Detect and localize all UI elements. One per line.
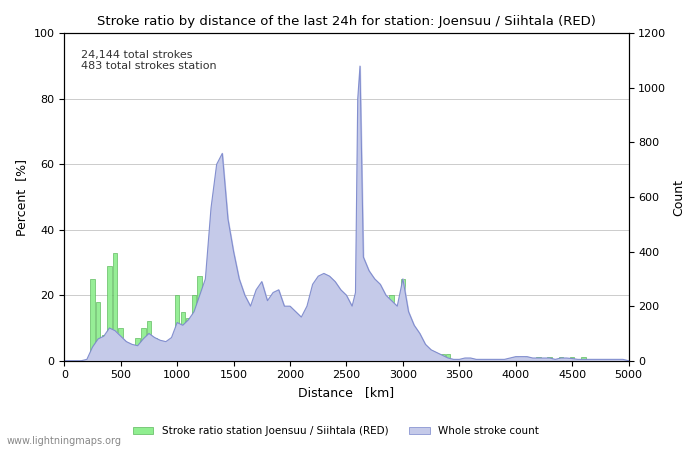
Bar <box>130 348 134 361</box>
Bar <box>118 328 123 361</box>
Bar <box>570 357 575 361</box>
Y-axis label: Percent  [%]: Percent [%] <box>15 158 28 235</box>
Bar <box>243 354 247 361</box>
Bar <box>581 357 586 361</box>
Bar <box>288 348 293 361</box>
Bar <box>304 354 309 361</box>
Bar <box>90 279 94 361</box>
Bar <box>293 351 298 361</box>
Bar <box>344 354 349 361</box>
Bar <box>525 357 529 361</box>
Bar <box>328 357 332 361</box>
Bar <box>147 321 151 361</box>
Bar <box>203 334 208 361</box>
Bar <box>186 318 190 361</box>
Bar <box>361 357 365 361</box>
Bar <box>395 308 400 361</box>
Bar <box>107 266 112 361</box>
Bar <box>169 344 174 361</box>
Bar <box>536 357 540 361</box>
Y-axis label: Count: Count <box>672 179 685 216</box>
Bar <box>559 357 563 361</box>
Bar <box>181 311 185 361</box>
Bar <box>389 295 394 361</box>
Bar <box>260 351 264 361</box>
Bar <box>350 357 354 361</box>
Bar <box>400 279 405 361</box>
Bar <box>153 338 157 361</box>
Bar <box>440 354 444 361</box>
Bar <box>102 334 106 361</box>
Bar <box>514 357 518 361</box>
Bar <box>197 275 202 361</box>
Bar <box>310 354 315 361</box>
Bar <box>135 338 140 361</box>
Bar <box>299 354 304 361</box>
Bar <box>231 351 236 361</box>
Bar <box>356 357 360 361</box>
Bar <box>248 357 253 361</box>
Bar <box>276 354 281 361</box>
Bar <box>209 341 214 361</box>
X-axis label: Distance   [km]: Distance [km] <box>298 386 395 399</box>
Bar <box>225 354 230 361</box>
Bar <box>254 354 258 361</box>
Bar <box>113 253 118 361</box>
Bar <box>547 357 552 361</box>
Bar <box>124 344 129 361</box>
Text: 24,144 total strokes
483 total strokes station: 24,144 total strokes 483 total strokes s… <box>81 50 217 71</box>
Bar <box>141 328 146 361</box>
Bar <box>96 302 100 361</box>
Bar <box>192 295 196 361</box>
Bar <box>175 295 179 361</box>
Bar <box>237 354 241 361</box>
Bar <box>271 354 275 361</box>
Bar <box>321 354 326 361</box>
Bar <box>282 357 286 361</box>
Title: Stroke ratio by distance of the last 24h for station: Joensuu / Siihtala (RED): Stroke ratio by distance of the last 24h… <box>97 15 596 28</box>
Bar <box>384 305 388 361</box>
Bar <box>164 351 168 361</box>
Text: www.lightningmaps.org: www.lightningmaps.org <box>7 436 122 446</box>
Bar <box>435 354 439 361</box>
Legend: Stroke ratio station Joensuu / Siihtala (RED), Whole stroke count: Stroke ratio station Joensuu / Siihtala … <box>129 422 543 440</box>
Bar <box>316 354 321 361</box>
Bar <box>367 354 371 361</box>
Bar <box>446 354 450 361</box>
Bar <box>372 351 377 361</box>
Bar <box>378 311 383 361</box>
Bar <box>333 357 337 361</box>
Bar <box>265 357 270 361</box>
Bar <box>158 348 162 361</box>
Bar <box>214 354 219 361</box>
Bar <box>339 357 343 361</box>
Bar <box>406 354 411 361</box>
Bar <box>220 338 225 361</box>
